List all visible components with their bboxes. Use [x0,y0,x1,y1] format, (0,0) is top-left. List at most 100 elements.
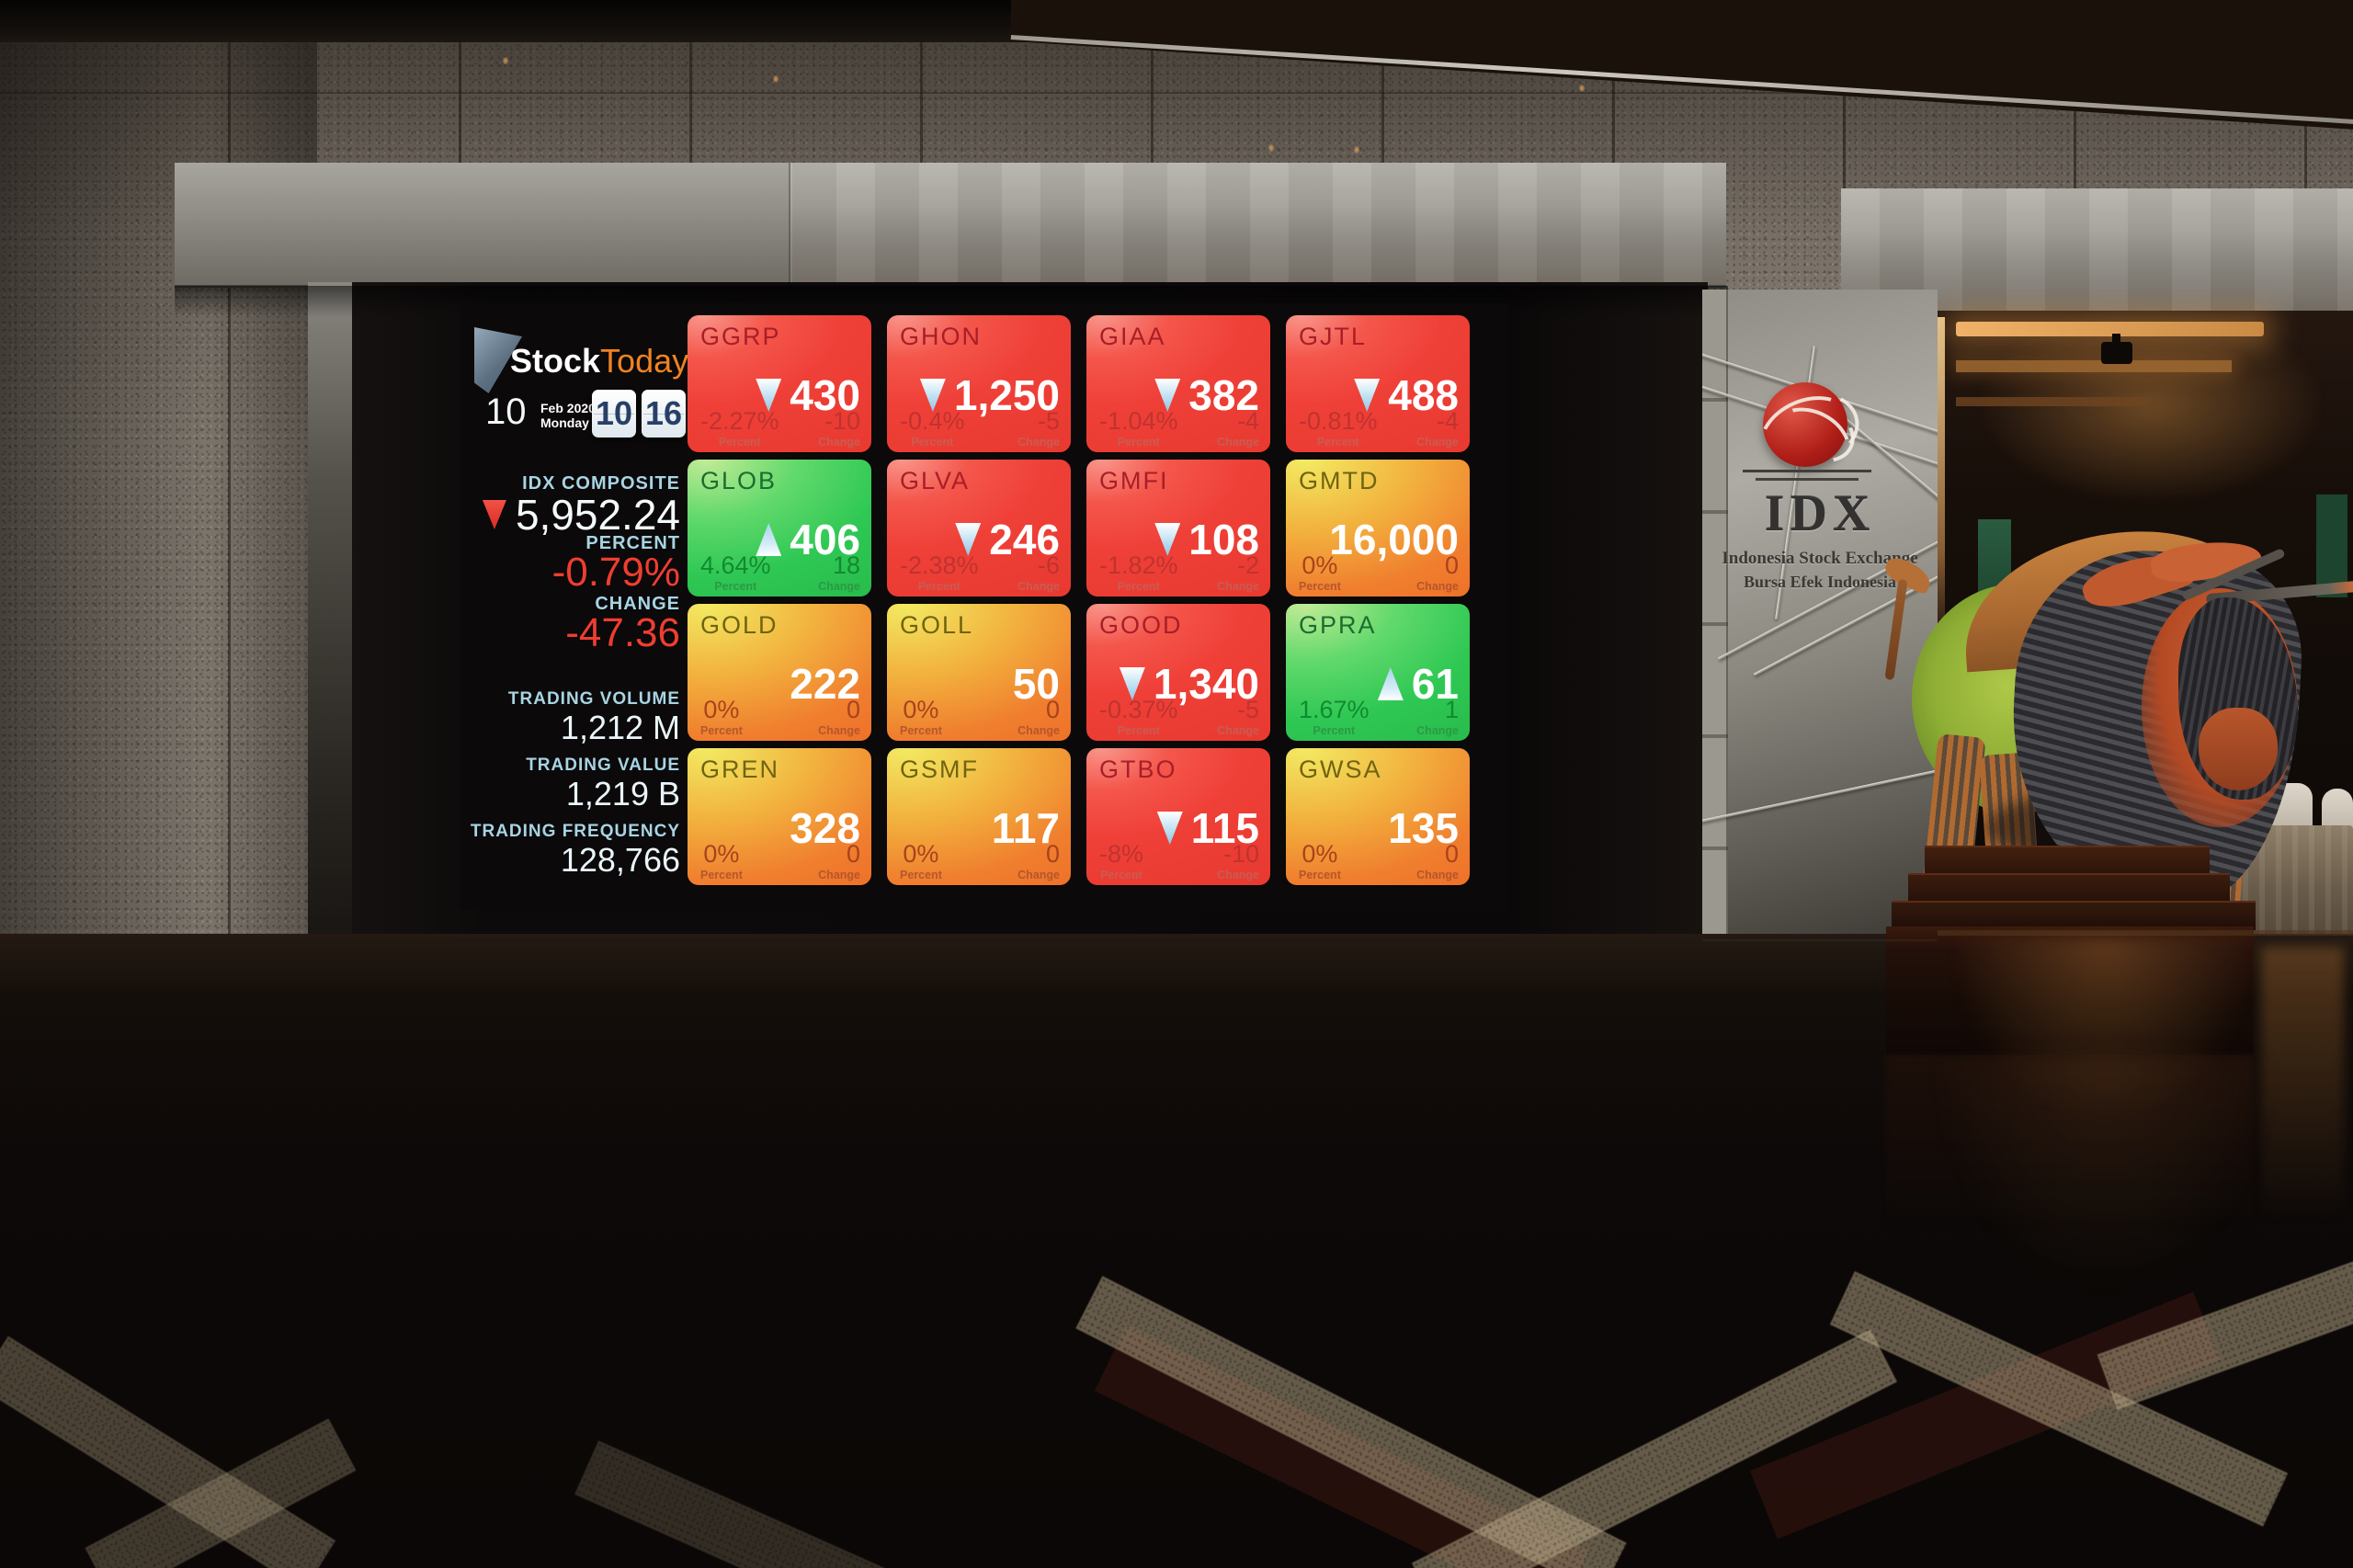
tile-ticker: GJTL [1299,323,1368,350]
pedestal-step [1908,873,2230,904]
tile-change: 0 [846,839,860,868]
tile-change-label: Change [1217,579,1259,593]
bull-reflection [1930,1057,2279,1296]
pedestal-base [1886,926,2254,1055]
tile-change: -4 [1236,406,1259,435]
tile-ticker: GIAA [1099,323,1166,350]
tile-ticker: GOOD [1099,611,1183,639]
logo-word-stock: Stock [510,342,601,380]
tile-percent-block: 0%Percent [700,697,743,737]
tile-change-label: Change [1416,579,1459,593]
tile-change: -5 [1236,695,1259,723]
granite-seam [0,92,2353,94]
date-weekday: Monday [540,415,589,430]
tile-percent-block: 1.67%Percent [1299,695,1370,737]
up-arrow-icon [1377,667,1404,700]
tile-percent-block: -1.04%Percent [1099,406,1178,449]
tile-percent-label: Percent [917,579,961,593]
index-down-arrow-icon [482,500,506,529]
tile-percent-block: -2.27%Percent [700,408,779,449]
tile-ticker: GREN [700,756,780,783]
tile-percent: -0.4% [900,406,965,435]
tile-change: -4 [1436,406,1459,435]
tile-change-label: Change [1416,868,1459,881]
exit-sign [2316,494,2347,597]
wall-floor-junction [1938,930,2353,936]
stat-value: 1,219 B [565,775,680,812]
tile-percent: 4.64% [700,551,771,579]
tile-change: 0 [1444,839,1459,868]
downlight-glint [1354,146,1359,153]
pedestal-reflection [1886,1055,2254,1230]
tile-percent-label: Percent [1299,579,1341,593]
bull-tail [1881,553,1936,596]
tile-percent: -8% [1099,839,1144,868]
tile-change-label: Change [818,579,860,593]
tile-ticker: GWSA [1299,756,1382,783]
tile-ticker: GMTD [1299,467,1380,494]
index-value: 5,952.24 [515,491,680,539]
clock-minute: 16 [642,390,686,437]
tile-percent-label: Percent [700,723,743,737]
downlight-glint [773,75,779,83]
floor-light-reflection [2261,947,2344,1222]
idx-globe-logo-icon [1746,381,1868,494]
tile-percent: 1.67% [1299,695,1370,723]
alcove-left-frame [308,282,352,934]
tile-percent: -2.38% [900,551,979,579]
tile-change-label: Change [1217,723,1259,737]
tile-percent-block: 0%Percent [900,841,942,881]
tile-percent: -0.81% [1299,406,1378,435]
tile-percent-label: Percent [1316,435,1359,449]
downlight-glint [1579,85,1585,92]
tile-ticker: GSMF [900,756,979,783]
tile-percent-label: Percent [900,868,942,881]
tile-percent-label: Percent [911,435,954,449]
tile-change-label: Change [1217,435,1259,449]
tile-ticker: GTBO [1099,756,1177,783]
index-change: -47.36 [565,610,680,655]
display-board: StockToday 10 Feb 2020 Monday 10 16 IDX … [460,303,1507,910]
tile-percent: 0% [1302,551,1338,579]
tile-percent-block: 0%Percent [900,697,942,737]
logo-word-today: Today [600,342,689,380]
tile-change-label: Change [818,435,860,449]
tile-change: 0 [846,695,860,723]
door-light-glow [1938,317,1945,648]
tile-change: -2 [1236,551,1259,579]
index-percent: -0.79% [551,550,680,595]
downlight-glint [1268,144,1274,152]
tile-percent-label: Percent [714,579,757,593]
tile-change: 0 [1045,695,1060,723]
stat-value: 1,212 M [560,709,680,746]
downlight-glint [503,57,508,64]
tile-ticker: GOLL [900,611,974,639]
sign-divider [1756,478,1859,481]
tile-percent: 0% [703,839,740,868]
tile-percent-block: -0.81%Percent [1299,406,1378,449]
tile-percent-label: Percent [1117,723,1160,737]
tile-percent-block: -8%Percent [1099,839,1144,881]
tile-change: 0 [1045,839,1060,868]
tile-percent: -1.04% [1099,406,1178,435]
